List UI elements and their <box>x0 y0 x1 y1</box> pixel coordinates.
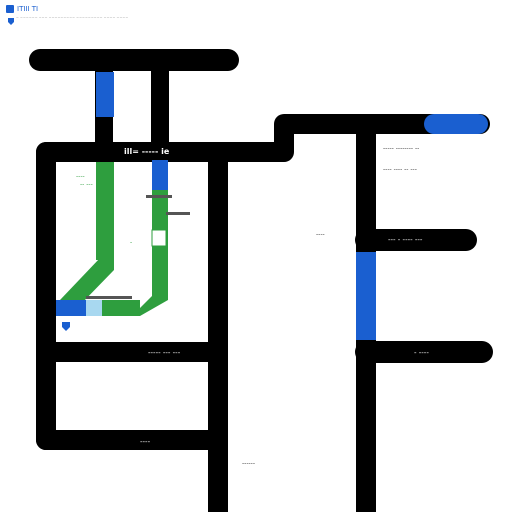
bottom-center-label: ------ <box>242 460 255 467</box>
middle-label: ---- <box>316 231 325 238</box>
road-network <box>29 49 493 512</box>
shield-icon <box>8 18 14 25</box>
park-label-1: ---- <box>76 173 85 180</box>
right-label-1: ----- -------- -- <box>383 145 419 152</box>
right-label-2: ---- ---- -- --- <box>383 166 417 173</box>
street-label-top: ill= ----- ie <box>124 147 170 156</box>
transit-lines <box>56 72 488 340</box>
park-label-2: -- --- <box>80 181 93 188</box>
park-area <box>60 160 168 316</box>
park-label-3: - <box>130 239 132 246</box>
header-badge-icon <box>6 5 14 13</box>
poi-markers <box>86 195 190 299</box>
header-title: ITIII TI <box>17 5 38 13</box>
street-label-bottom-left: ---- <box>140 438 151 446</box>
street-label-right-mid: --- - ---- --- <box>388 236 423 244</box>
shield-icon <box>62 322 70 331</box>
header-subtitle: ~ ~~~~~~ ~~~ ~~~~~~~~~ ~~~~~~~~~ ~~~~ ~~… <box>16 16 128 20</box>
street-label-right-lower: - ---- <box>414 349 429 357</box>
street-label-left-mid: ----- --- --- <box>148 349 181 357</box>
